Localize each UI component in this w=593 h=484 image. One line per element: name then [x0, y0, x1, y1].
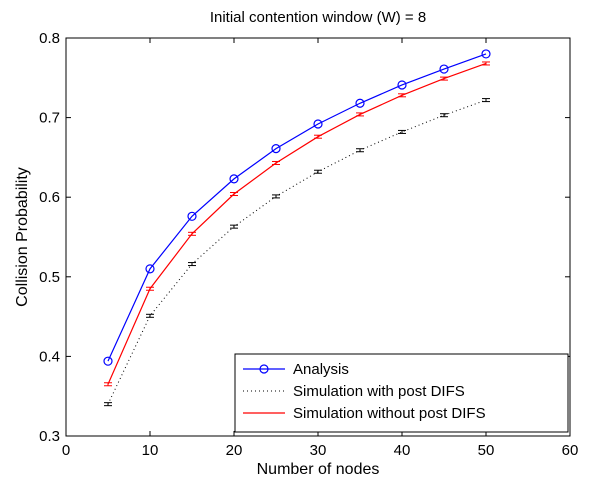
y-axis-label: Collision Probability	[14, 167, 31, 307]
x-tick-label: 20	[226, 442, 243, 459]
data-point	[439, 64, 449, 74]
x-tick-label: 10	[142, 442, 159, 459]
data-point	[229, 174, 239, 184]
data-point	[271, 144, 281, 154]
x-tick-label: 30	[310, 442, 327, 459]
series-line	[107, 53, 487, 362]
chart-title: Initial contention window (W) = 8	[210, 9, 426, 26]
legend-label: Analysis	[293, 361, 349, 378]
data-point	[397, 80, 407, 90]
x-tick-label: 50	[478, 442, 495, 459]
data-point	[187, 211, 197, 221]
y-tick-label: 0.6	[39, 189, 60, 206]
legend-box	[234, 353, 569, 433]
y-tick-label: 0.4	[39, 348, 60, 365]
x-tick-label: 40	[394, 442, 411, 459]
y-tick-label: 0.3	[39, 428, 60, 445]
y-tick-label: 0.7	[39, 110, 60, 127]
legend-marker	[259, 364, 269, 374]
series-line	[107, 62, 487, 385]
x-tick-label: 0	[62, 442, 70, 459]
data-point	[103, 356, 113, 366]
legend: Analysis Simulation with post DIFS Simulat…	[234, 353, 569, 433]
legend-label: Simulation with post DIFS	[293, 383, 465, 400]
data-point	[481, 49, 491, 59]
data-point	[355, 98, 365, 108]
legend-label: Simulation without post DIFS	[293, 405, 486, 422]
x-axis: 0 10 20 30 40 50 60	[62, 38, 579, 459]
series-layer	[103, 49, 491, 407]
x-axis-label: Number of nodes	[257, 461, 380, 478]
series-line	[107, 99, 487, 405]
data-point	[145, 264, 155, 274]
y-tick-label: 0.5	[39, 269, 60, 286]
y-tick-label: 0.8	[39, 30, 60, 47]
y-axis: 0.3 0.4 0.5 0.6 0.7 0.8	[39, 30, 570, 445]
x-tick-label: 60	[562, 442, 579, 459]
data-point	[313, 119, 323, 129]
